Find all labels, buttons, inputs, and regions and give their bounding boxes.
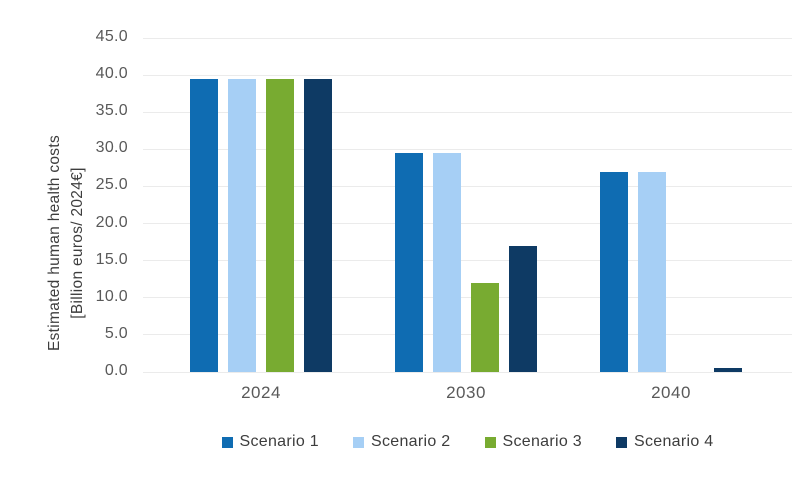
legend-label: Scenario 4 [634,433,714,450]
y-axis-tick-15.0: 15.0 [95,250,128,268]
bar-scenario-4-2040 [714,368,742,372]
legend-swatch-icon [484,436,496,448]
legend-item-scenario-3: Scenario 3 [484,433,583,451]
legend-swatch-icon [616,436,627,448]
y-axis-tick-35.0: 35.0 [95,102,128,120]
bar-scenario-4-2030 [509,245,537,372]
bar-scenario-1-2024 [190,78,218,372]
y-axis-tick-40.0: 40.0 [95,65,128,83]
gridline-20.0 [143,223,792,225]
bar-scenario-2-2024 [228,78,256,372]
gridline-15.0 [143,260,792,262]
bar-scenario-2-2040 [638,171,666,372]
gridline-45.0 [143,37,792,39]
y-axis-tick-30.0: 30.0 [95,139,128,157]
bar-scenario-1-2040 [600,171,628,372]
gridline-25.0 [143,185,792,187]
y-axis-tick-0.0: 0.0 [104,362,128,379]
bar-scenario-2-2030 [433,153,461,372]
bar-scenario-3-2030 [471,282,499,372]
legend-item-scenario-4: Scenario 4 [616,433,714,451]
y-axis-tick-10.0: 10.0 [95,287,128,305]
x-axis-label-2040: 2040 [651,383,691,402]
gridline-5.0 [143,334,792,336]
y-axis-tick-5.0: 5.0 [104,324,128,342]
x-axis-label-2030: 2030 [446,383,486,402]
y-axis-tick-25.0: 25.0 [95,176,128,194]
bar-scenario-4-2024 [304,78,332,372]
y-axis-tick-45.0: 45.0 [95,28,128,45]
legend-label: Scenario 2 [371,433,451,450]
gridline-10.0 [143,297,792,299]
legend-item-scenario-2: Scenario 2 [353,433,451,451]
legend-swatch-icon [221,436,233,448]
gridline-0.0 [143,371,792,373]
gridline-40.0 [143,74,792,76]
bar-scenario-3-2024 [266,78,294,372]
legend: Scenario 1 Scenario 2 Scenario 3 Scenario 4 [143,433,792,451]
gridline-35.0 [143,111,792,113]
bar-scenario-1-2030 [395,153,423,372]
y-axis-tick-20.0: 20.0 [95,213,128,231]
legend-swatch-icon [353,436,364,448]
x-axis-label-2024: 2024 [241,383,281,402]
gridline-30.0 [143,148,792,150]
legend-label: Scenario 3 [502,433,582,450]
legend-item-scenario-1: Scenario 1 [221,433,320,451]
legend-label: Scenario 1 [239,433,319,450]
